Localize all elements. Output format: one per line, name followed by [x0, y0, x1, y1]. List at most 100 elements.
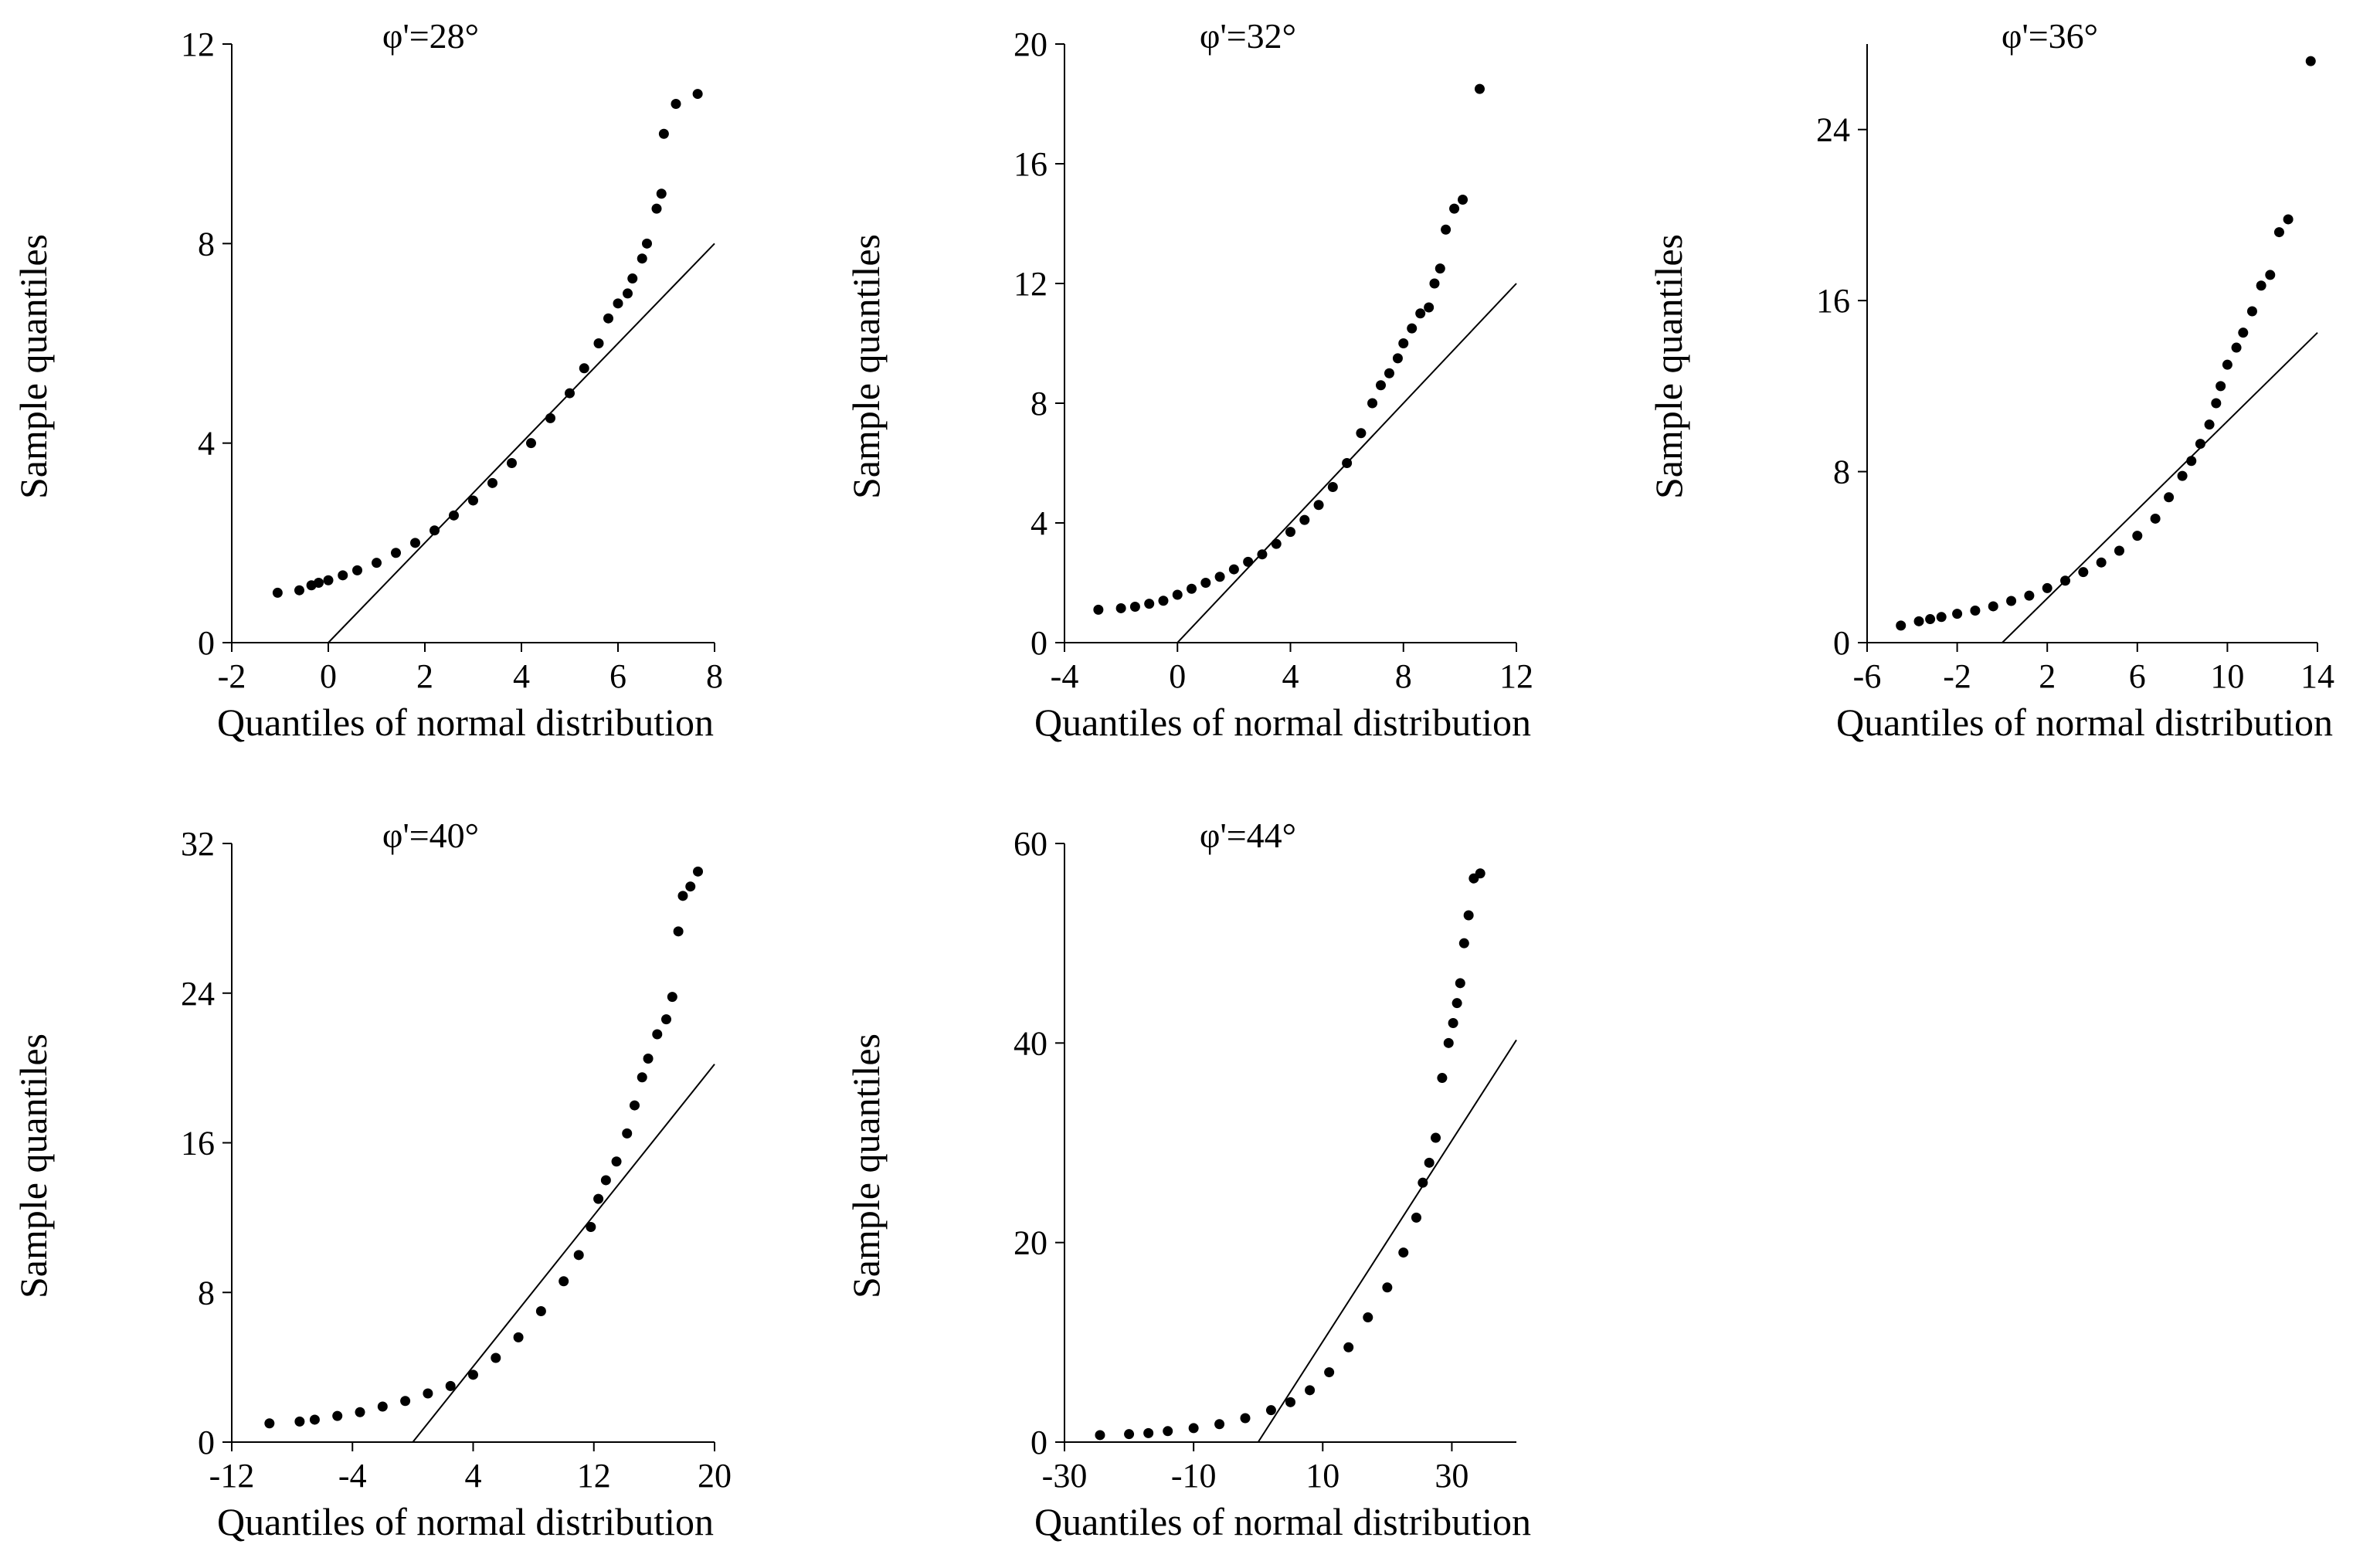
x-axis-title: Quantiles of normal distribution [217, 701, 714, 744]
panel-title: φ'=36° [2002, 16, 2098, 56]
y-tick-label: 0 [1833, 624, 1850, 662]
data-point [651, 203, 662, 214]
data-point [1313, 500, 1324, 511]
data-point [2042, 582, 2053, 593]
data-point [1343, 1342, 1354, 1352]
data-point [2114, 545, 2124, 556]
y-tick-label: 8 [198, 1274, 215, 1312]
y-tick-label: 60 [1014, 825, 1047, 863]
data-point [1115, 602, 1126, 613]
y-axis-title: Sample quantiles [12, 234, 55, 499]
data-point [613, 298, 623, 309]
data-point [1952, 609, 1963, 619]
data-point [1913, 616, 1924, 626]
y-tick-label: 16 [1816, 282, 1850, 320]
data-point [677, 891, 688, 901]
data-point [2211, 398, 2222, 409]
data-point [1441, 224, 1452, 235]
data-point [372, 558, 382, 568]
data-point [1327, 482, 1338, 492]
data-point [2150, 513, 2161, 524]
x-axis-title: Quantiles of normal distribution [1836, 701, 2333, 744]
x-axis-title: Quantiles of normal distribution [217, 1500, 714, 1543]
data-point [1463, 910, 1474, 921]
data-point [593, 1193, 604, 1204]
data-point [593, 338, 604, 348]
data-point [1093, 604, 1104, 615]
data-point [507, 458, 517, 468]
data-point [1095, 1430, 1105, 1441]
data-point [1124, 1429, 1135, 1440]
data-point [1936, 612, 1947, 623]
data-point [1214, 572, 1225, 582]
data-point [656, 188, 667, 199]
data-point [1384, 368, 1394, 378]
y-tick-label: 24 [1816, 111, 1850, 149]
data-point [2132, 531, 2143, 541]
data-point [627, 273, 638, 284]
data-point [1305, 1385, 1316, 1396]
data-point [1324, 1367, 1335, 1378]
data-point [1925, 614, 1936, 625]
x-axis-title: Quantiles of normal distribution [1034, 701, 1531, 744]
reference-line [412, 1064, 715, 1443]
data-point [667, 992, 677, 1003]
data-point [1398, 1247, 1409, 1258]
data-point [355, 1407, 365, 1417]
reference-line [2002, 331, 2318, 643]
data-point [1970, 605, 1981, 616]
data-point [468, 495, 478, 506]
data-point [2164, 492, 2175, 503]
data-point [1143, 1427, 1154, 1438]
data-point [332, 1410, 343, 1421]
data-point [338, 570, 348, 581]
data-point [1172, 589, 1183, 600]
data-point [559, 1276, 569, 1287]
data-point [1240, 1413, 1251, 1424]
data-point [2204, 419, 2215, 430]
data-point [1435, 263, 1445, 274]
data-point [1187, 583, 1197, 594]
panel-5: -30 -10 10 30 0 20 40 60 φ'=44° Quantiles of norm… [844, 816, 1531, 1543]
data-point [2006, 596, 2017, 606]
data-point [1475, 868, 1485, 879]
y-axis-title: Sample quantiles [844, 1033, 888, 1298]
x-tick-label: 10 [2210, 657, 2244, 695]
data-point [1129, 602, 1140, 612]
x-tick-label: 12 [1499, 657, 1533, 695]
x-tick-label: 14 [2300, 657, 2334, 695]
data-point [1382, 1282, 1393, 1293]
data-point [400, 1396, 411, 1407]
x-tick-label: -4 [338, 1457, 367, 1495]
data-point [1424, 1157, 1435, 1168]
y-tick-label: 8 [198, 225, 215, 263]
data-point [272, 587, 283, 598]
data-point [658, 128, 669, 139]
data-point [637, 1072, 647, 1083]
data-point [352, 565, 362, 575]
y-tick-label: 0 [1030, 624, 1047, 662]
data-point [611, 1156, 622, 1167]
panel-title: φ'=28° [382, 16, 479, 56]
y-tick-label: 32 [181, 825, 215, 863]
data-point [2305, 56, 2316, 66]
data-point [642, 238, 652, 249]
data-point [1415, 308, 1426, 319]
panel-title: φ'=40° [382, 816, 479, 855]
y-axis-title: Sample quantiles [1647, 234, 1690, 499]
data-point [1458, 938, 1469, 949]
x-tick-label: -2 [1943, 657, 1971, 695]
data-point [294, 1416, 305, 1427]
data-point [652, 1029, 663, 1040]
data-point [377, 1401, 388, 1412]
y-tick-label: 16 [181, 1125, 215, 1162]
data-point [535, 1305, 546, 1316]
data-point [2283, 214, 2294, 225]
data-point [637, 253, 647, 264]
data-point [445, 1380, 456, 1391]
data-point [391, 548, 401, 558]
y-tick-label: 0 [1030, 1424, 1047, 1461]
x-tick-label: 12 [577, 1457, 611, 1495]
